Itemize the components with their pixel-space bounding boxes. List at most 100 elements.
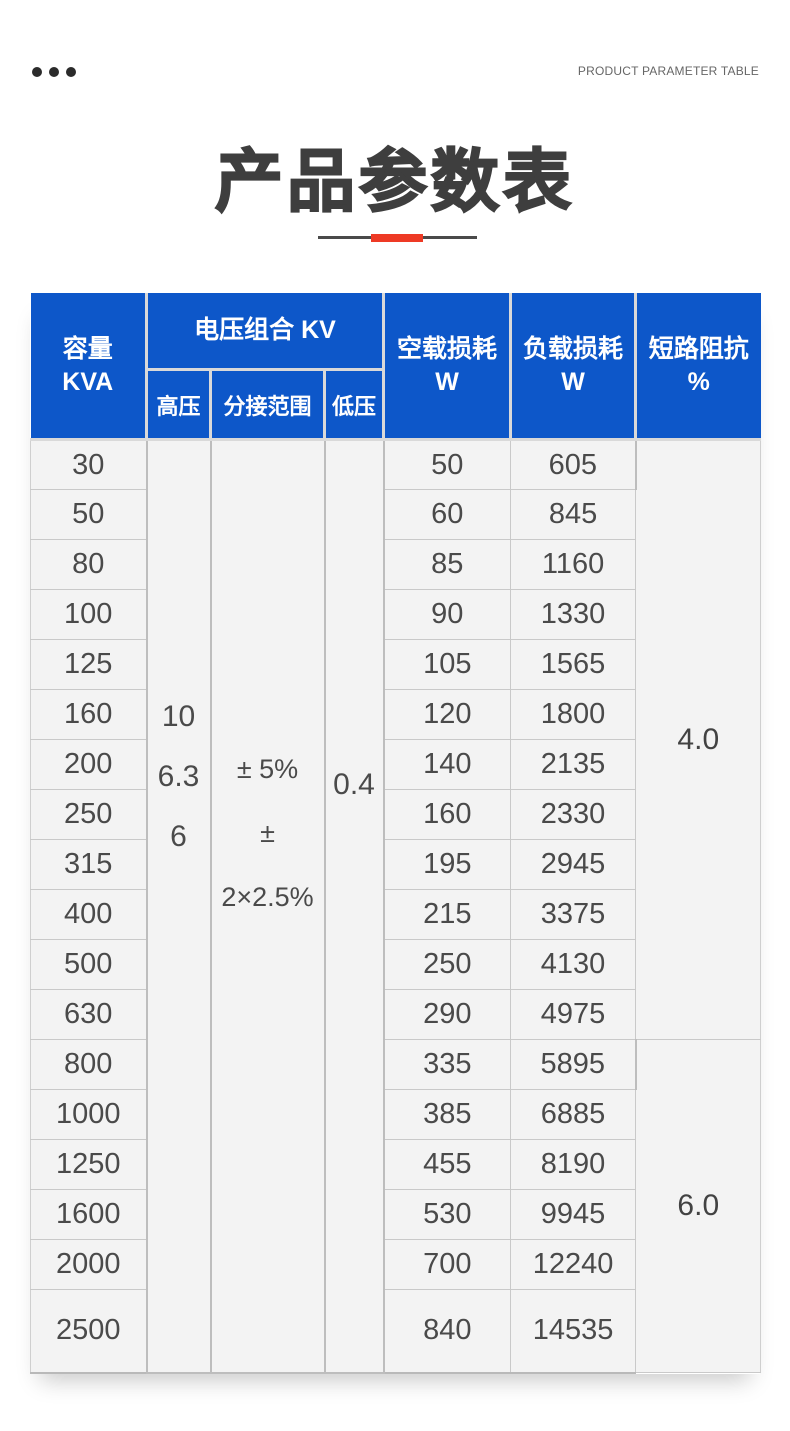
header-capacity-line1: 容量 (62, 334, 113, 363)
cell-no-load-loss: 160 (383, 789, 512, 840)
header-impedance-line2: % (687, 367, 710, 396)
header-capacity-line2: KVA (62, 367, 114, 396)
cell-no-load-loss: 250 (383, 939, 512, 990)
cell-no-load-loss: 90 (383, 589, 512, 640)
header-low-voltage: 低压 (322, 368, 386, 441)
header-load-loss: 负载损耗 W (509, 293, 638, 441)
cell-no-load-loss: 195 (383, 839, 512, 890)
table-row: 1600 530 9945 (30, 1189, 761, 1240)
cell-capacity: 1600 (30, 1189, 147, 1240)
cell-capacity: 2500 (30, 1289, 147, 1374)
cell-capacity: 50 (30, 489, 147, 540)
cell-capacity: 800 (30, 1039, 147, 1090)
cell-no-load-loss: 840 (383, 1289, 512, 1374)
header-high-voltage: 高压 (145, 368, 212, 441)
cell-load-loss: 4130 (510, 939, 637, 990)
cell-load-loss: 1565 (510, 639, 637, 690)
cell-no-load-loss: 530 (383, 1189, 512, 1240)
cell-load-loss: 605 (510, 439, 637, 490)
table-row: 80 85 1160 (30, 539, 761, 590)
header-tap-range: 分接范围 (209, 368, 326, 441)
table-row: 160 120 1800 (30, 689, 761, 740)
cell-load-loss: 9945 (510, 1189, 637, 1240)
dot-icon (32, 67, 42, 77)
cell-no-load-loss: 215 (383, 889, 512, 940)
cell-tap-range: ± 5% ± 2×2.5% (210, 439, 325, 1374)
cell-capacity: 1250 (30, 1139, 147, 1190)
table-row: 1000 385 6885 (30, 1089, 761, 1140)
cell-no-load-loss: 60 (383, 489, 512, 540)
cell-no-load-loss: 455 (383, 1139, 512, 1190)
cell-no-load-loss: 85 (383, 539, 512, 590)
header-no-load-loss: 空载损耗 W (382, 293, 513, 441)
cell-no-load-loss: 140 (383, 739, 512, 790)
cell-load-loss: 2135 (510, 739, 637, 790)
cell-capacity: 100 (30, 589, 147, 640)
table-row: 1250 455 8190 (30, 1139, 761, 1190)
table-row: 125 105 1565 (30, 639, 761, 690)
table-row: 500 250 4130 (30, 939, 761, 990)
cell-load-loss: 2330 (510, 789, 637, 840)
parameter-table: 容量 KVA 电压组合 KV 空载损耗 W 负载损耗 W 短路阻抗 % (30, 293, 762, 1374)
table-row: 2500 840 14535 (30, 1289, 761, 1374)
cell-no-load-loss: 335 (383, 1039, 512, 1090)
cell-no-load-loss: 700 (383, 1239, 512, 1290)
cell-load-loss: 12240 (510, 1239, 637, 1290)
cell-load-loss: 1160 (510, 539, 637, 590)
cell-load-loss: 3375 (510, 889, 637, 940)
cell-capacity: 400 (30, 889, 147, 940)
divider-accent (371, 234, 423, 242)
header-load-line2: W (561, 367, 585, 396)
header-no-load-line2: W (435, 367, 459, 396)
table-row: 200 140 2135 (30, 739, 761, 790)
table-body: 30 10 6.3 6 ± 5% ± 2×2.5% 0.4 50 605 4.0 50 60 845 80… (30, 439, 762, 1374)
cell-capacity: 250 (30, 789, 147, 840)
cell-no-load-loss: 50 (383, 439, 512, 490)
table-row: 630 290 4975 (30, 989, 761, 1040)
tap-range-value: ± 2×2.5% (221, 818, 314, 912)
table-row: 250 160 2330 (30, 789, 761, 840)
tap-range-values: ± 5% ± 2×2.5% (212, 737, 324, 929)
table-row: 100 90 1330 (30, 589, 761, 640)
top-right-label: PRODUCT PARAMETER TABLE (577, 64, 759, 78)
cell-load-loss: 5895 (510, 1039, 637, 1090)
high-voltage-value: 6.3 (157, 760, 200, 793)
cell-capacity: 630 (30, 989, 147, 1040)
cell-load-loss: 8190 (510, 1139, 637, 1190)
table-header: 容量 KVA 电压组合 KV 空载损耗 W 负载损耗 W 短路阻抗 % (30, 293, 761, 441)
cell-load-loss: 14535 (510, 1289, 637, 1374)
header-voltage-group: 电压组合 KV (144, 293, 386, 371)
tap-range-value: ± 5% (236, 754, 299, 784)
cell-capacity: 2000 (30, 1239, 147, 1290)
cell-capacity: 500 (30, 939, 147, 990)
cell-load-loss: 1800 (510, 689, 637, 740)
header-impedance: 短路阻抗 % (634, 293, 761, 441)
cell-capacity: 125 (30, 639, 147, 690)
table-row: 30 10 6.3 6 ± 5% ± 2×2.5% 0.4 50 605 4.0 (30, 439, 762, 1374)
page-title: 产品参数表 (214, 143, 575, 221)
cell-low-voltage: 0.4 (323, 439, 385, 1374)
cell-load-loss: 4975 (510, 989, 637, 1040)
high-voltage-value: 6 (170, 820, 187, 853)
cell-no-load-loss: 290 (383, 989, 512, 1040)
table-row: 315 195 2945 (30, 839, 761, 890)
cell-high-voltage: 10 6.3 6 (145, 439, 212, 1374)
cell-capacity: 30 (30, 439, 147, 490)
cell-capacity: 160 (30, 689, 147, 740)
low-voltage-value: 0.4 (333, 768, 375, 801)
table-row: 50 60 845 (30, 489, 761, 540)
header-load-line1: 负载损耗 (523, 334, 624, 363)
cell-impedance: 6.0 (635, 1039, 762, 1373)
cell-capacity: 80 (30, 539, 147, 590)
high-voltage-values: 10 6.3 6 (148, 687, 210, 867)
cell-load-loss: 6885 (510, 1089, 637, 1140)
cell-capacity: 315 (30, 839, 147, 890)
dot-icon (66, 67, 76, 77)
table-row: 2000 700 12240 (30, 1239, 761, 1290)
cell-no-load-loss: 105 (383, 639, 512, 690)
cell-capacity: 200 (30, 739, 147, 790)
header-capacity: 容量 KVA (30, 293, 148, 441)
decorative-dots (32, 67, 76, 77)
cell-capacity: 1000 (30, 1089, 147, 1140)
